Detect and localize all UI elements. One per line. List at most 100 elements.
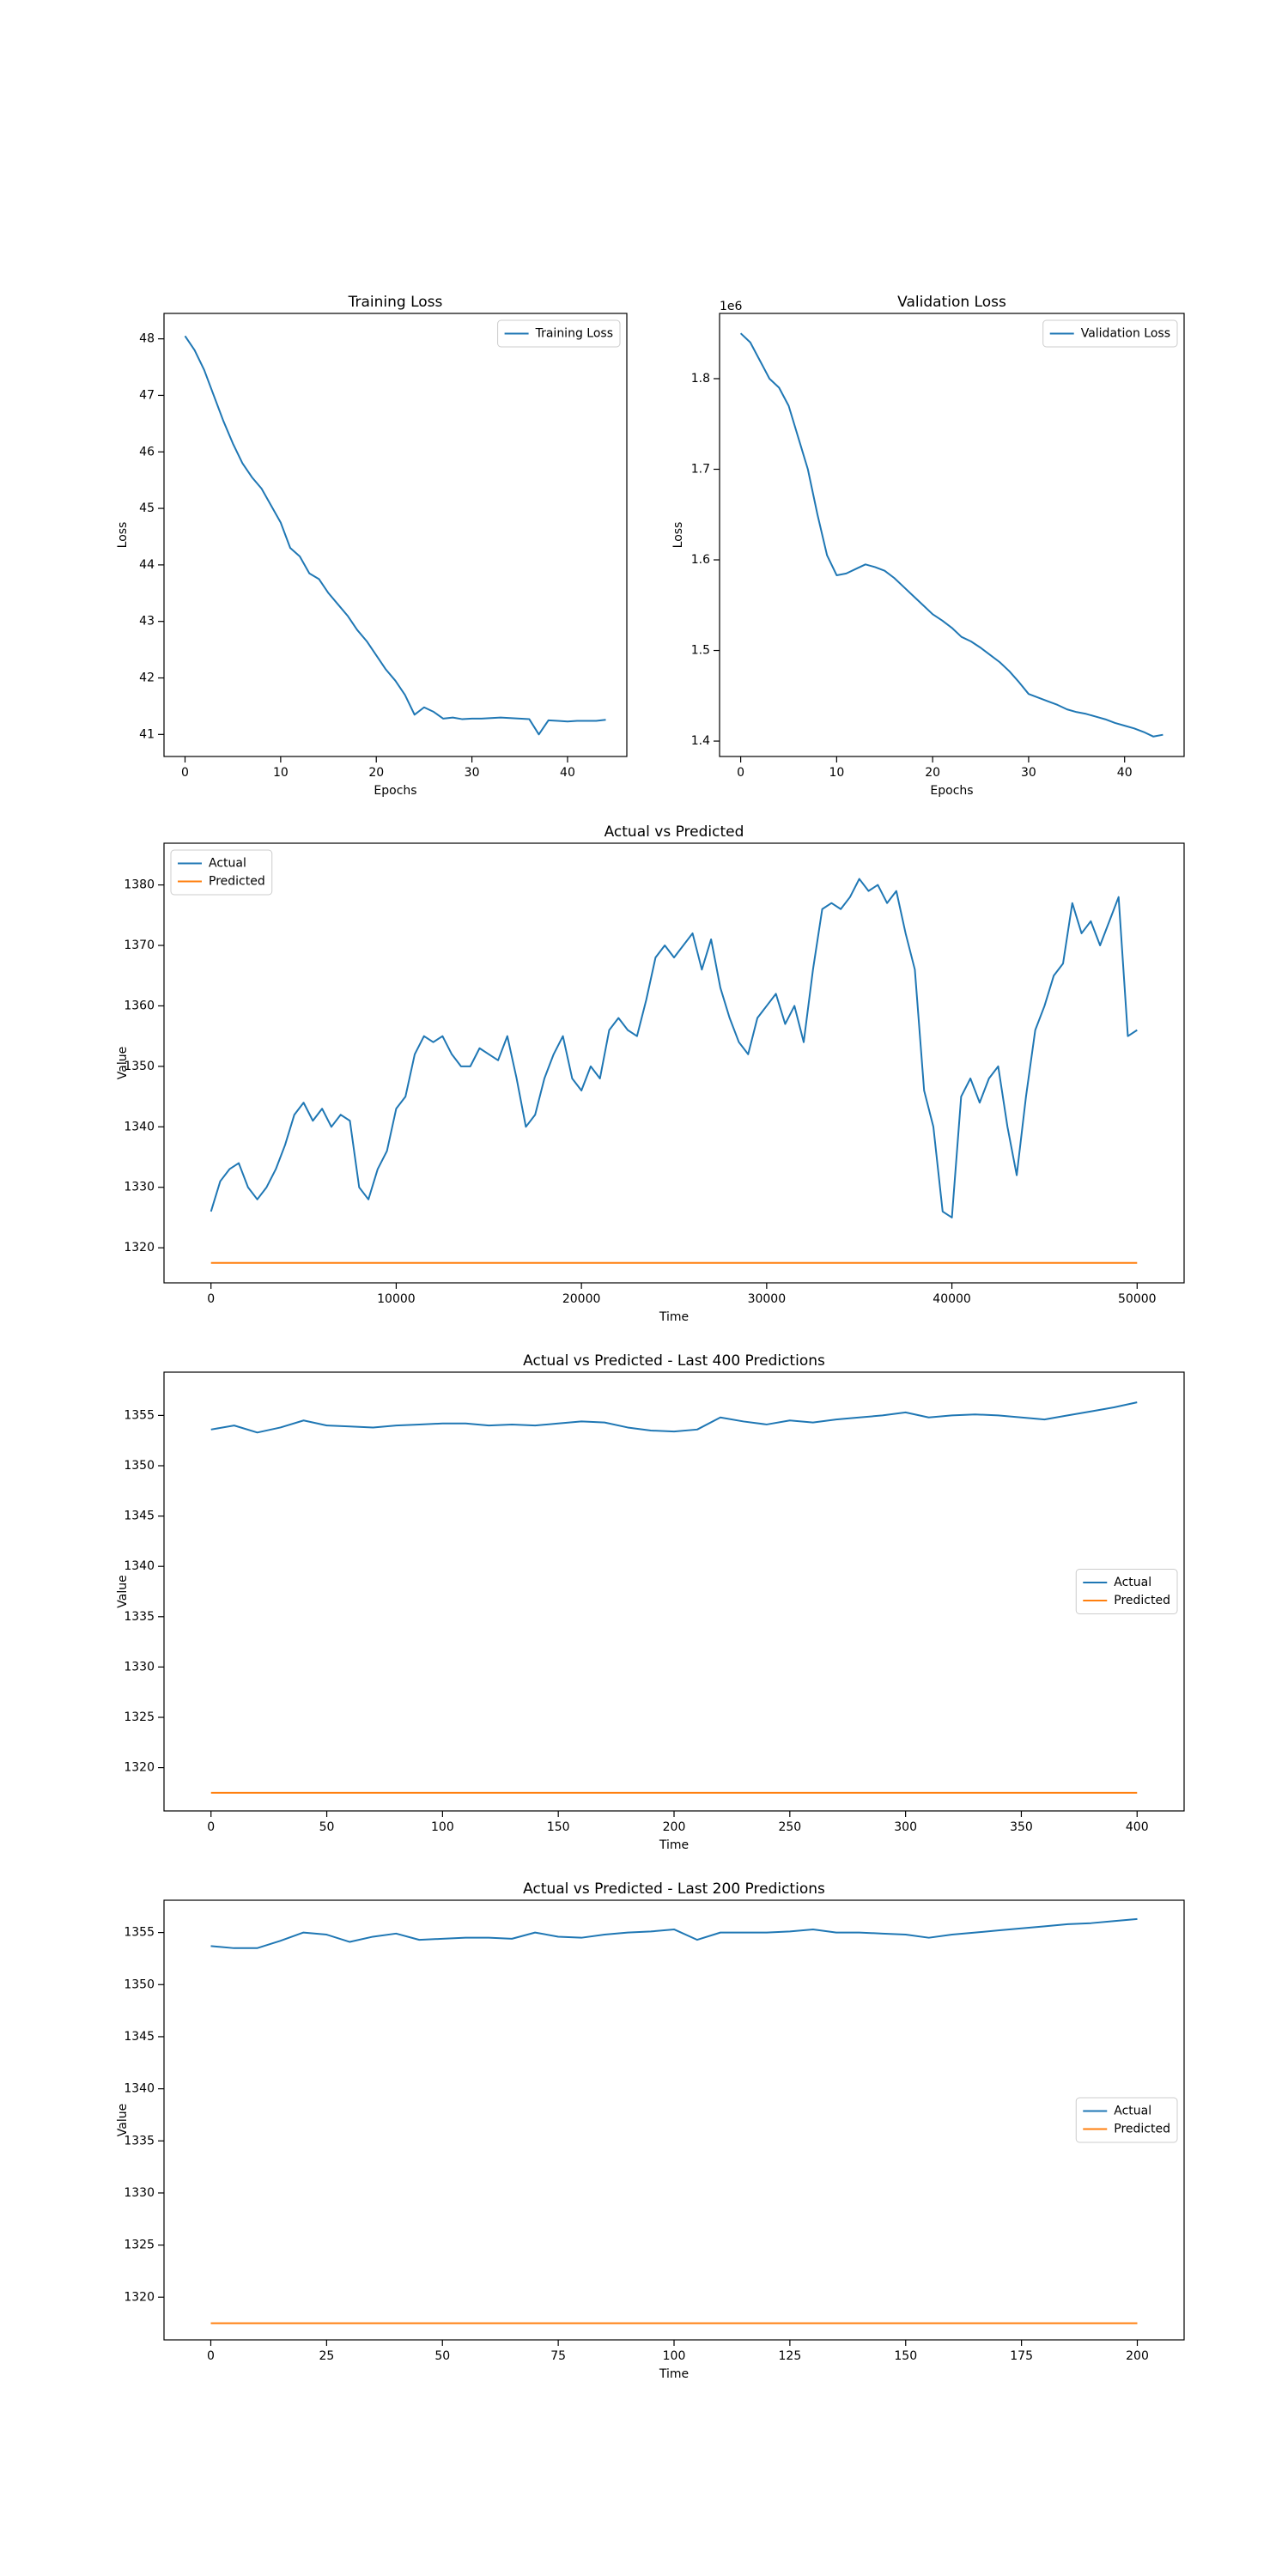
y-tick-label: 1.6	[691, 553, 710, 567]
y-tick-label: 1.4	[691, 734, 710, 748]
x-tick-label: 150	[894, 2349, 917, 2363]
y-tick-label: 1345	[124, 1510, 155, 1523]
legend-box	[1042, 319, 1178, 348]
legend-label: Actual	[209, 857, 246, 871]
y-tick-label: 44	[139, 558, 155, 572]
x-tick-label: 20	[925, 766, 940, 780]
y-tick-label: 46	[139, 445, 155, 459]
y-tick-label: 1350	[124, 1060, 155, 1073]
x-axis-label: Time	[659, 1310, 689, 1324]
chart: 0 50 100 150 200 250 300 350 400 1320 1325 1330 1335…	[116, 1352, 1185, 1852]
x-tick-label: 400	[1126, 1820, 1149, 1834]
y-tick-label: 1350	[124, 1459, 155, 1473]
legend-label: Validation Loss	[1081, 327, 1170, 341]
y-tick-label: 1355	[124, 1926, 155, 1940]
y-tick-label: 42	[139, 671, 155, 685]
legend-label: Predicted	[1114, 2123, 1170, 2136]
legend: Actual Predicted	[1075, 1569, 1178, 1614]
axes-frame	[163, 842, 1185, 1284]
x-tick-label: 0	[207, 2349, 215, 2363]
legend: Training Loss	[497, 319, 621, 348]
x-tick-label: 40	[560, 766, 575, 780]
axes-frame	[163, 313, 628, 757]
x-axis-label: Time	[659, 2367, 689, 2381]
chart: 0 10000 20000 30000 40000 50000 1320 1330 1340 13…	[116, 823, 1185, 1324]
x-tick-label: 10	[273, 766, 289, 780]
legend-box	[1075, 1569, 1178, 1614]
x-tick-label: 0	[207, 1820, 215, 1834]
y-tick-label: 1325	[124, 1710, 155, 1724]
x-axis-label: Epochs	[930, 784, 973, 798]
legend: Actual Predicted	[170, 849, 273, 896]
y-tick-label: 1335	[124, 2134, 155, 2148]
data-line	[210, 878, 1138, 1218]
chart-title: Training Loss	[348, 294, 443, 311]
y-tick-label: 1370	[124, 939, 155, 952]
x-tick-label: 50	[434, 2349, 450, 2363]
x-tick-label: 200	[663, 1820, 686, 1834]
x-tick-label: 175	[1010, 2349, 1033, 2363]
chart: 0 10 20 30 40 41 42 43 44 45 46 47 48 Training Loss Ep…	[116, 294, 628, 798]
legend-label: Predicted	[1114, 1594, 1170, 1607]
x-tick-label: 30	[1021, 766, 1036, 780]
y-tick-label: 43	[139, 615, 155, 629]
y-axis-label: Loss	[116, 522, 130, 549]
x-tick-label: 50000	[1118, 1292, 1157, 1306]
y-tick-label: 1345	[124, 2030, 155, 2044]
offset-text: 1e6	[720, 300, 743, 313]
legend-label: Actual	[1114, 2105, 1151, 2118]
y-tick-label: 1320	[124, 1761, 155, 1775]
x-tick-label: 30	[465, 766, 480, 780]
y-tick-label: 1.8	[691, 372, 710, 386]
x-tick-label: 20	[368, 766, 384, 780]
y-tick-label: 1320	[124, 1241, 155, 1255]
x-tick-label: 125	[779, 2349, 802, 2363]
x-tick-label: 300	[894, 1820, 917, 1834]
x-tick-label: 30000	[748, 1292, 787, 1306]
legend-box	[497, 319, 621, 348]
data-line	[739, 332, 1163, 738]
legend: Validation Loss	[1042, 319, 1178, 348]
y-tick-label: 1340	[124, 2082, 155, 2096]
y-tick-label: 1330	[124, 1181, 155, 1194]
x-tick-label: 0	[207, 1292, 215, 1306]
x-axis-label: Epochs	[374, 784, 416, 798]
x-tick-label: 75	[550, 2349, 566, 2363]
y-axis-label: Value	[116, 2104, 130, 2136]
y-tick-label: 1325	[124, 2239, 155, 2252]
x-tick-label: 100	[431, 1820, 454, 1834]
y-tick-label: 45	[139, 501, 155, 515]
legend-label: Predicted	[209, 875, 265, 889]
y-axis-label: Value	[116, 1575, 130, 1607]
data-line	[210, 1917, 1138, 1949]
x-tick-label: 150	[547, 1820, 570, 1834]
chart-title: Actual vs Predicted	[605, 823, 744, 841]
chart-title: Actual vs Predicted - Last 400 Predictio…	[523, 1352, 825, 1370]
y-axis-label: Value	[116, 1047, 130, 1079]
legend: Actual Predicted	[1075, 2097, 1178, 2143]
x-tick-label: 50	[319, 1820, 335, 1834]
chart: 0 25 50 75 100 125 150 175 200 1320 1325 1330 1335 13…	[116, 1880, 1185, 2381]
x-tick-label: 200	[1126, 2349, 1149, 2363]
y-tick-label: 41	[139, 727, 155, 741]
y-tick-label: 1320	[124, 2290, 155, 2304]
y-tick-label: 48	[139, 332, 155, 346]
x-tick-label: 20000	[562, 1292, 601, 1306]
chart-title: Validation Loss	[897, 294, 1006, 311]
axes-frame	[719, 313, 1185, 757]
x-tick-label: 0	[737, 766, 744, 780]
data-line	[184, 335, 606, 736]
y-tick-label: 1.7	[691, 462, 710, 476]
chart: 0 10 20 30 40 1.4 1.5 1.6 1.7 1.8 Validation Loss E…	[671, 294, 1185, 798]
x-tick-label: 100	[663, 2349, 686, 2363]
y-tick-label: 1335	[124, 1610, 155, 1624]
x-tick-label: 25	[319, 2349, 334, 2363]
legend-box	[1075, 2097, 1178, 2143]
legend-label: Actual	[1114, 1576, 1151, 1589]
x-tick-label: 40000	[933, 1292, 971, 1306]
y-tick-label: 1340	[124, 1559, 155, 1573]
y-tick-label: 47	[139, 388, 155, 402]
x-tick-label: 350	[1010, 1820, 1033, 1834]
